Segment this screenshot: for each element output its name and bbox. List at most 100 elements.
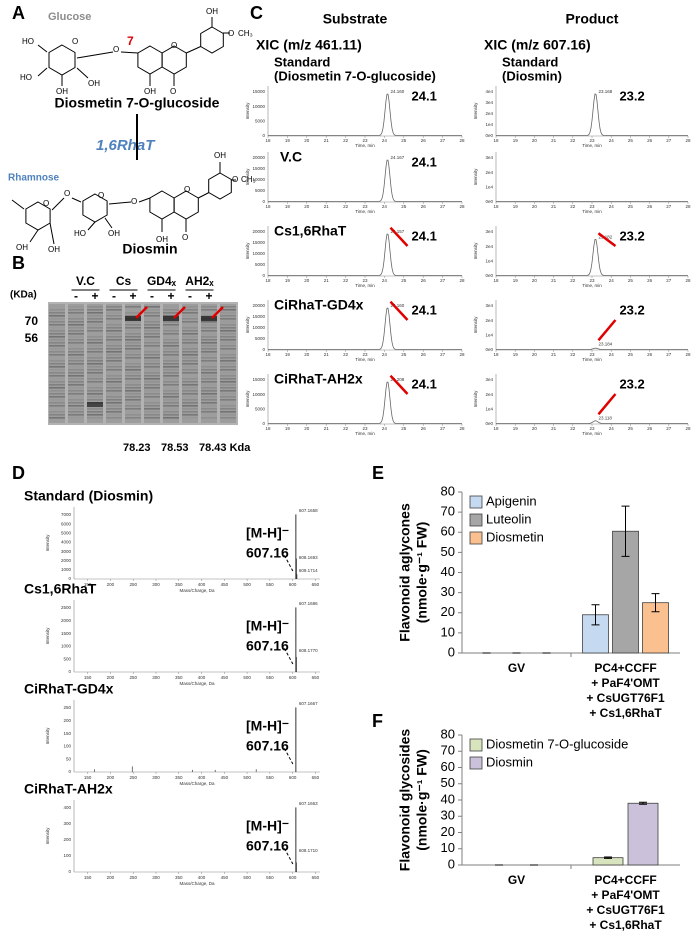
gel-band	[106, 396, 122, 398]
y-axis-label: Intensity	[245, 390, 250, 408]
y-tick-label: 15000	[252, 314, 265, 319]
x-tick-label: 22	[343, 138, 349, 143]
gel-band	[144, 414, 160, 416]
bond	[71, 197, 82, 203]
gel-band	[201, 360, 217, 362]
x-tick-label: 27	[666, 278, 672, 283]
legend-label: Diosmetin 7-O-glucoside	[486, 736, 628, 751]
y-tick-label: 3000	[61, 549, 72, 554]
bond	[37, 67, 48, 77]
x-tick-label: 19	[285, 138, 291, 143]
x-tick-label: 300	[152, 675, 160, 680]
gel-band	[106, 411, 122, 413]
x-tick-label: 25	[401, 138, 407, 143]
gel-band	[144, 345, 160, 347]
peak-mz: 607.1686	[299, 601, 318, 606]
gel-band	[201, 330, 217, 332]
y-tick-label: 200	[63, 718, 71, 723]
gel-band	[125, 348, 141, 350]
y-tick-label: 0e0	[485, 199, 493, 204]
gel-band	[125, 396, 141, 398]
gel-band	[144, 351, 160, 353]
atom-label: O	[232, 175, 238, 184]
gel-band	[220, 384, 236, 386]
gel-band	[163, 309, 179, 311]
gel-band	[201, 316, 217, 321]
x-axis-label: Time, min	[582, 143, 602, 148]
gel-band	[220, 393, 236, 395]
x-tick-label: 21	[324, 138, 330, 143]
bond	[49, 222, 55, 245]
atom-label: O	[170, 87, 176, 96]
gel-band	[201, 378, 217, 380]
gel-band	[201, 411, 217, 413]
gel-band	[220, 330, 236, 332]
gel-band	[144, 330, 160, 332]
y-tick-label: 0	[68, 669, 71, 674]
spectrum-title: CiRhaT-GD4x	[24, 681, 114, 697]
gel-band	[144, 405, 160, 407]
gel-band	[49, 360, 65, 362]
gel-band	[144, 378, 160, 380]
y-axis-label: Intensity	[245, 316, 250, 334]
y-tick-label: 1e4	[485, 407, 493, 412]
x-tick-label: 500	[243, 775, 251, 780]
y-tick-label: 2500	[61, 605, 72, 610]
gel-band	[144, 336, 160, 338]
chromatogram-trace	[268, 93, 462, 136]
y-tick-label: 0	[68, 869, 71, 874]
x-tick-label: 27	[440, 352, 446, 357]
atom-label: O	[184, 185, 190, 194]
y-tick-label: 15000	[252, 89, 265, 94]
gel-band	[201, 393, 217, 395]
sample-name: CiRhaT-GD4x	[274, 297, 364, 313]
y-tick-label: 0	[448, 856, 455, 871]
x-tick-label: 24	[609, 278, 615, 283]
mz-label: 607.16	[246, 838, 289, 854]
gel-band	[163, 396, 179, 398]
gel-band	[201, 354, 217, 356]
gel-band	[125, 324, 141, 326]
x-tick-label: 22	[570, 138, 576, 143]
y-tick-label: 40	[441, 791, 455, 806]
y-tick-label: 1000	[61, 567, 72, 572]
gel-band	[201, 402, 217, 404]
y-tick-label: 1e4	[485, 122, 493, 127]
y-tick-label: 100	[63, 853, 71, 858]
x-tick-label: 24	[609, 138, 615, 143]
x-tick-label: 20	[304, 204, 310, 209]
gel-band	[87, 321, 103, 323]
gel-band	[163, 351, 179, 353]
peak-mz: 607.1658	[299, 508, 318, 513]
gel-band	[87, 318, 103, 320]
gel-band	[220, 414, 236, 416]
y-tick-label: 5000	[255, 336, 266, 341]
gel-band	[125, 378, 141, 380]
spectrum-title: Standard (Diosmin)	[24, 488, 153, 504]
bond	[29, 229, 39, 243]
y-tick-label: 5000	[255, 407, 266, 412]
y-tick-label: 2e4	[485, 244, 493, 249]
gel-lane	[182, 304, 198, 423]
y-axis-label: (nmole·g⁻¹ FW)	[414, 522, 430, 623]
gel-band	[163, 372, 179, 374]
gel-band	[106, 306, 122, 308]
x-axis-label: Time, min	[582, 431, 602, 436]
x-tick-label: 650	[312, 775, 320, 780]
gel-band	[125, 354, 141, 356]
y-tick-label: 20000	[252, 303, 265, 308]
x-tick-label: 28	[459, 204, 465, 209]
y-axis-label: Intensity	[473, 242, 478, 260]
gel-band	[106, 318, 122, 320]
legend-swatch	[469, 756, 483, 770]
atom-label: HO	[74, 229, 86, 238]
gel-band	[87, 369, 103, 371]
gel-band	[68, 402, 84, 404]
peak-label: 23.2	[619, 376, 644, 391]
x-tick-label: GV	[508, 661, 525, 675]
gel-band	[125, 381, 141, 383]
chromatogram-trace	[268, 307, 462, 350]
y-tick-label: 400	[63, 805, 71, 810]
gel-band	[49, 399, 65, 401]
column-title: Product	[566, 11, 619, 27]
